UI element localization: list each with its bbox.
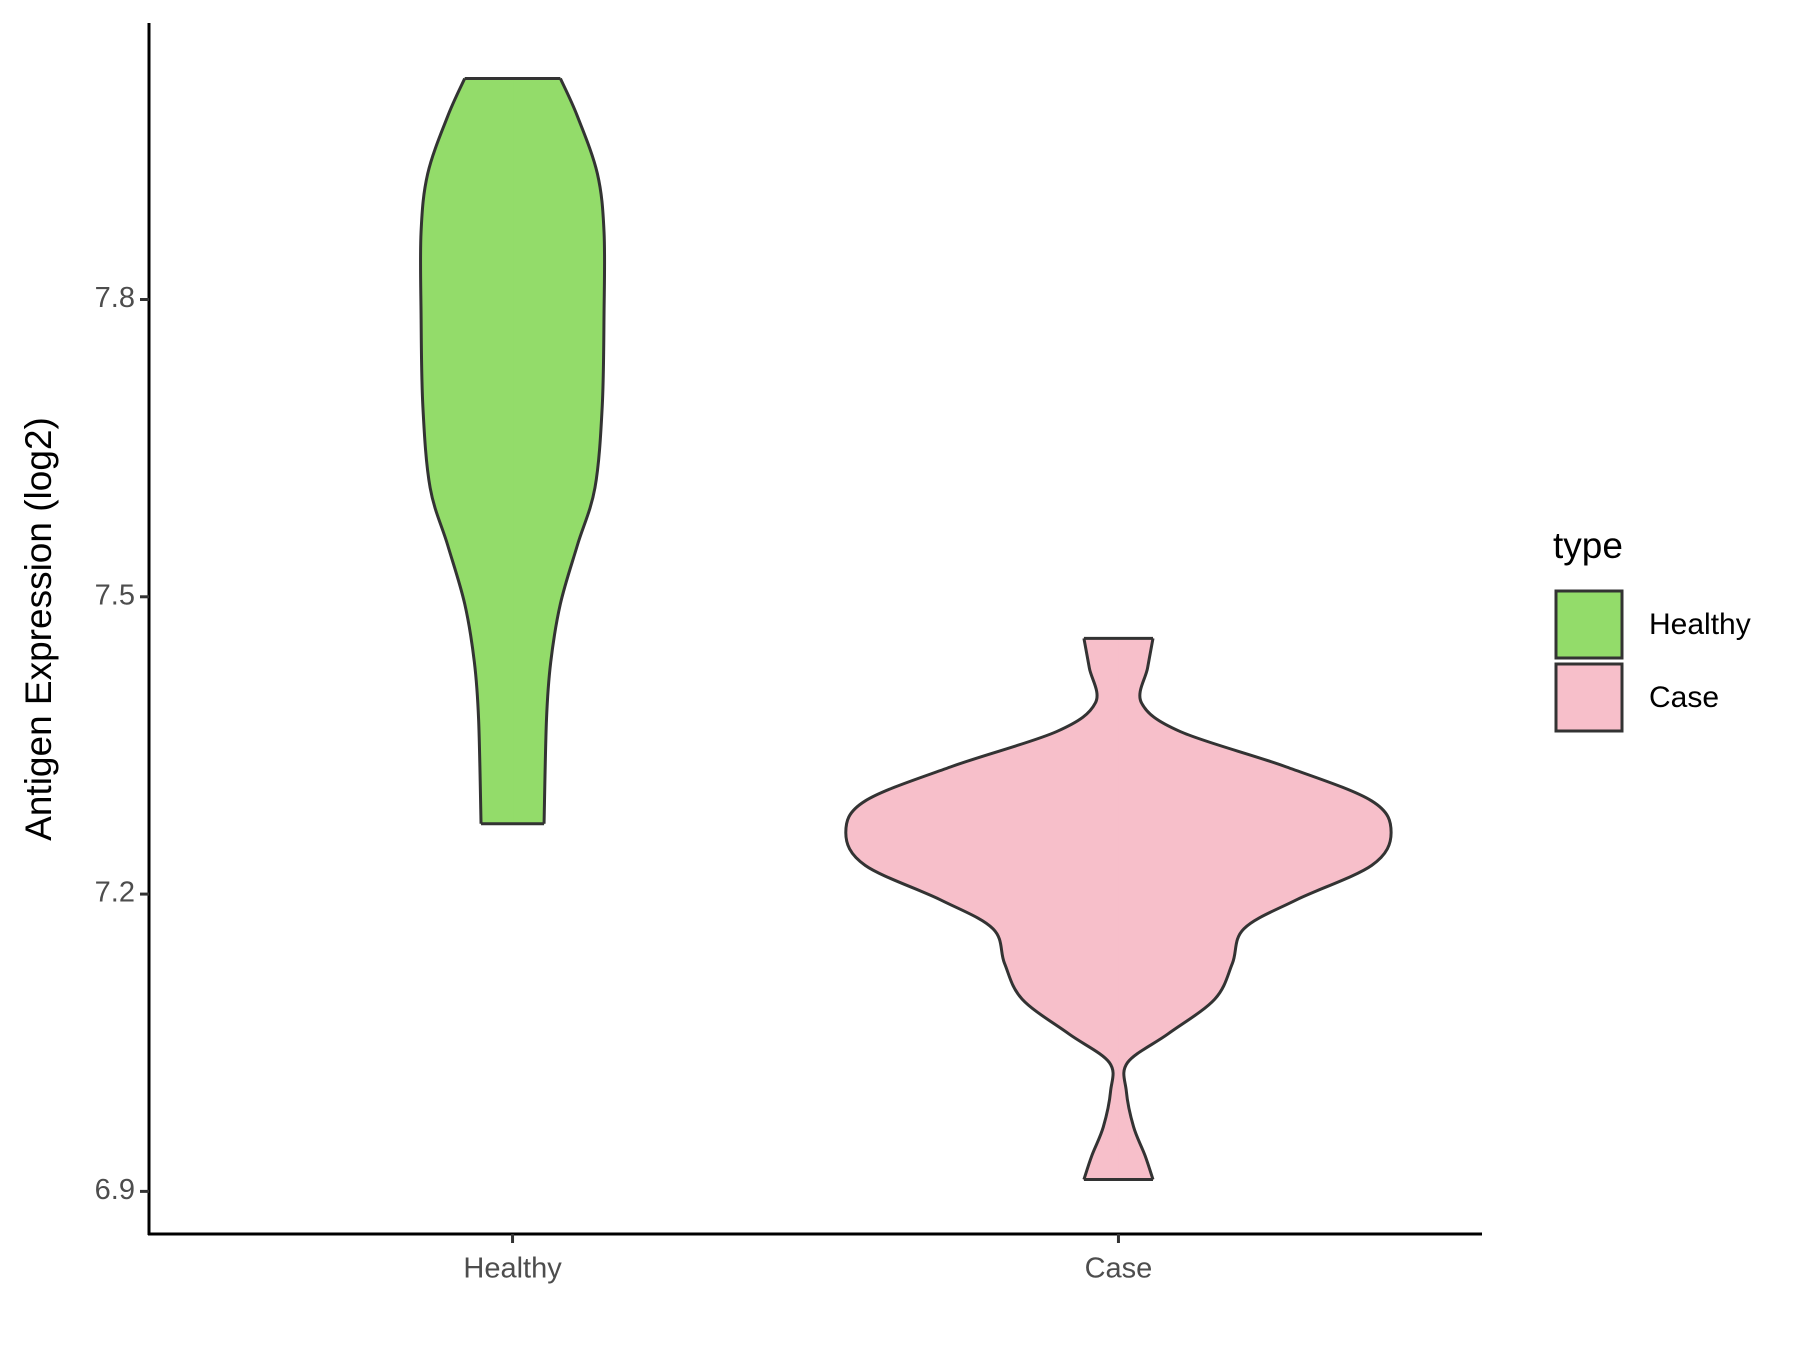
legend-label: Healthy <box>1649 608 1751 641</box>
violin-outline <box>542 77 607 824</box>
x-tick-label: Case <box>1085 1253 1153 1285</box>
y-tick-label: 7.2 <box>95 877 135 909</box>
y-axis-label: Antigen Expression (log2) <box>18 417 59 841</box>
violin-fill <box>512 77 606 825</box>
violin-outline <box>418 77 483 824</box>
violin-fill <box>419 77 514 825</box>
x-tick-label: Healthy <box>463 1253 562 1285</box>
legend-label: Case <box>1649 681 1719 714</box>
legend-title: type <box>1553 525 1623 566</box>
legend-key <box>1554 589 1624 660</box>
violin-outline <box>1122 638 1393 1180</box>
y-tick-label: 6.9 <box>95 1174 135 1206</box>
violin-outline <box>844 638 1115 1180</box>
y-tick-label: 7.8 <box>95 282 135 314</box>
legend-key <box>1554 662 1624 733</box>
y-tick-label: 7.5 <box>95 579 135 611</box>
